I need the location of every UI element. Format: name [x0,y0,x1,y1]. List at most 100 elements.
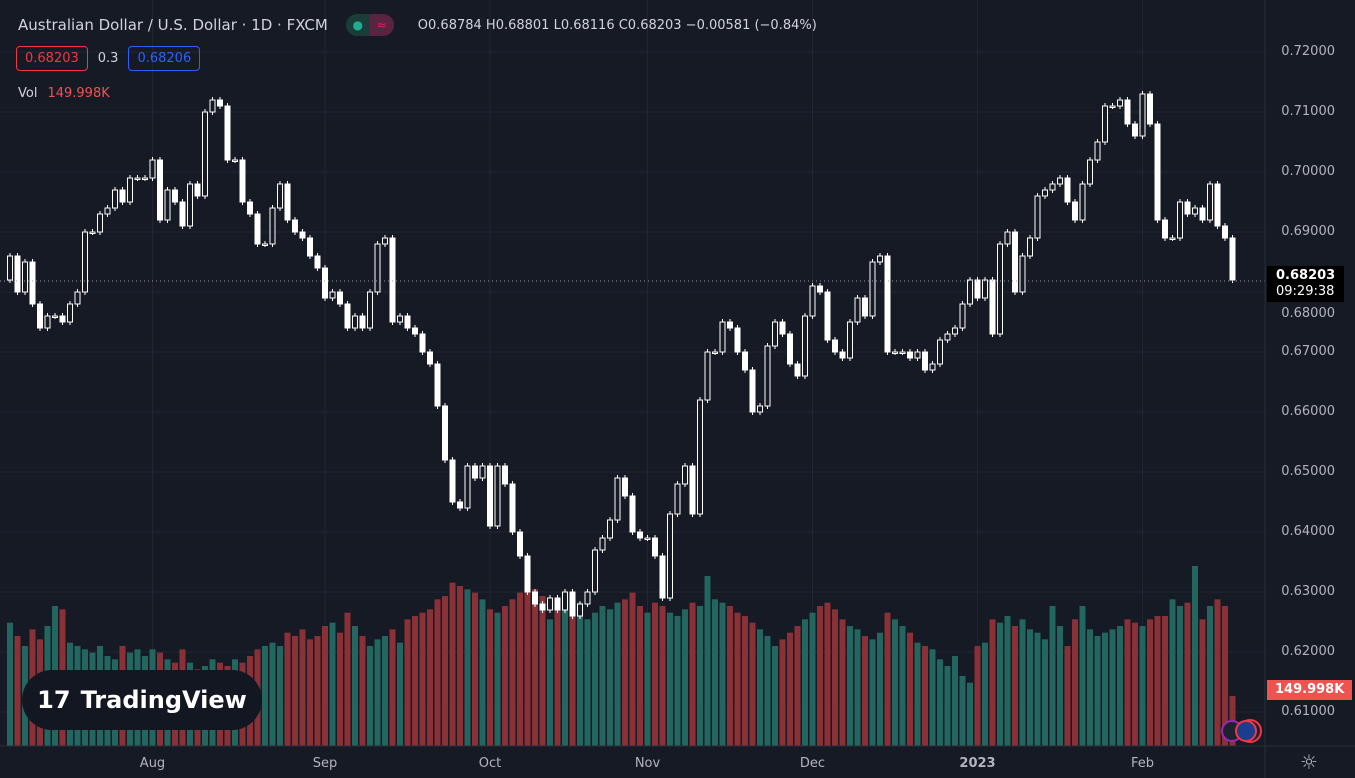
candle-body [704,351,711,401]
volume-bar [772,646,778,746]
candle-body [1109,105,1116,108]
volume-bar [359,636,366,746]
candle-body [22,261,28,293]
tradingview-logo[interactable]: 𝟭𝟳 TradingView [22,670,262,730]
volume-bar [1109,629,1116,746]
volume-bar [577,602,583,746]
volume-bar [667,612,673,746]
volume-bar [847,626,853,746]
candle-body [1207,183,1213,221]
candle-body [134,177,141,180]
volume-bar [629,592,636,746]
candle-body [584,591,591,605]
candle-body [1042,189,1048,197]
volume-bar [1087,629,1093,746]
candle-body [967,279,973,305]
candle-body [524,555,531,593]
candle-body [1199,207,1206,221]
candle-body [397,315,403,323]
candle-body [622,477,628,497]
volume-bar [997,622,1003,746]
candle-body [644,537,651,540]
market-status-toggle[interactable]: ● ≈ [345,14,394,36]
buy-price-button[interactable]: 0.68206 [128,46,201,71]
symbol-title[interactable]: Australian Dollar / U.S. Dollar · 1D · F… [18,16,328,34]
volume-bar [982,642,988,746]
candle-body [262,243,268,246]
price-tick-label: 0.72000 [1281,44,1335,59]
candle-body [809,285,816,317]
candle-body [367,291,373,329]
candle-body [517,531,523,557]
candle-body [119,189,126,203]
volume-bar [779,639,786,746]
volume-bar [817,606,823,746]
candle-body [434,363,441,407]
candle-body [427,351,433,365]
volume-bar [352,626,358,746]
volume-bar [1057,626,1063,746]
candle-body [359,315,366,329]
candle-body [884,255,891,353]
candle-body [194,183,201,197]
candle-body [1192,207,1198,215]
volume-bar [1117,626,1123,746]
volume-bar [307,639,313,746]
candle-body [52,315,58,318]
candle-body [389,237,396,323]
volume-bar [794,626,801,746]
volume-bar [269,642,276,746]
candle-body [824,291,831,341]
volume-bar [1019,619,1026,746]
price-tick-label: 0.66000 [1281,404,1335,419]
candle-body [914,351,921,359]
candle-body [404,315,411,329]
candle-body [862,297,868,317]
volume-bar [1004,616,1011,746]
settings-gear-icon[interactable]: ☼ [1300,750,1318,774]
candle-body [1162,219,1168,239]
volume-bar [839,619,846,746]
volume-bar [892,619,898,746]
volume-bar [487,609,493,746]
volume-bar [974,646,981,746]
volume-bar [322,626,328,746]
last-price-label: 0.68203 09:29:38 [1267,266,1345,302]
candle-body [1079,183,1086,221]
candle-body [172,189,178,203]
volume-bar [1094,636,1101,746]
candle-body [817,285,823,293]
price-tick-label: 0.70000 [1281,164,1335,179]
volume-legend: Vol 149.998K [18,86,110,101]
volume-bar [884,612,891,746]
candle-body [322,267,328,299]
candle-body [307,237,313,257]
volume-bar [652,602,658,746]
volume-bar [1147,619,1153,746]
volume-bar [562,596,568,746]
volume-bar [877,632,883,746]
candle-body [667,513,673,599]
candle-body [952,327,958,335]
volume-bar [914,642,921,746]
sell-price-button[interactable]: 0.68203 [16,46,88,71]
price-tick-label: 0.71000 [1281,104,1335,119]
candle-body [779,321,786,335]
volume-bar [1154,616,1161,746]
volume-bar [314,636,321,746]
volume-bar [427,609,433,746]
candle-body [839,351,846,359]
candle-body [67,303,73,323]
candle-body [269,207,276,245]
candle-body [532,591,538,605]
volume-bar [494,612,501,746]
candle-body [412,327,418,335]
candle-body [472,465,478,479]
candle-body [562,591,568,611]
candle-body [1094,141,1101,161]
volume-bar [337,632,343,746]
candle-body [652,537,658,557]
volume-bar [382,636,388,746]
candle-body [149,159,156,179]
